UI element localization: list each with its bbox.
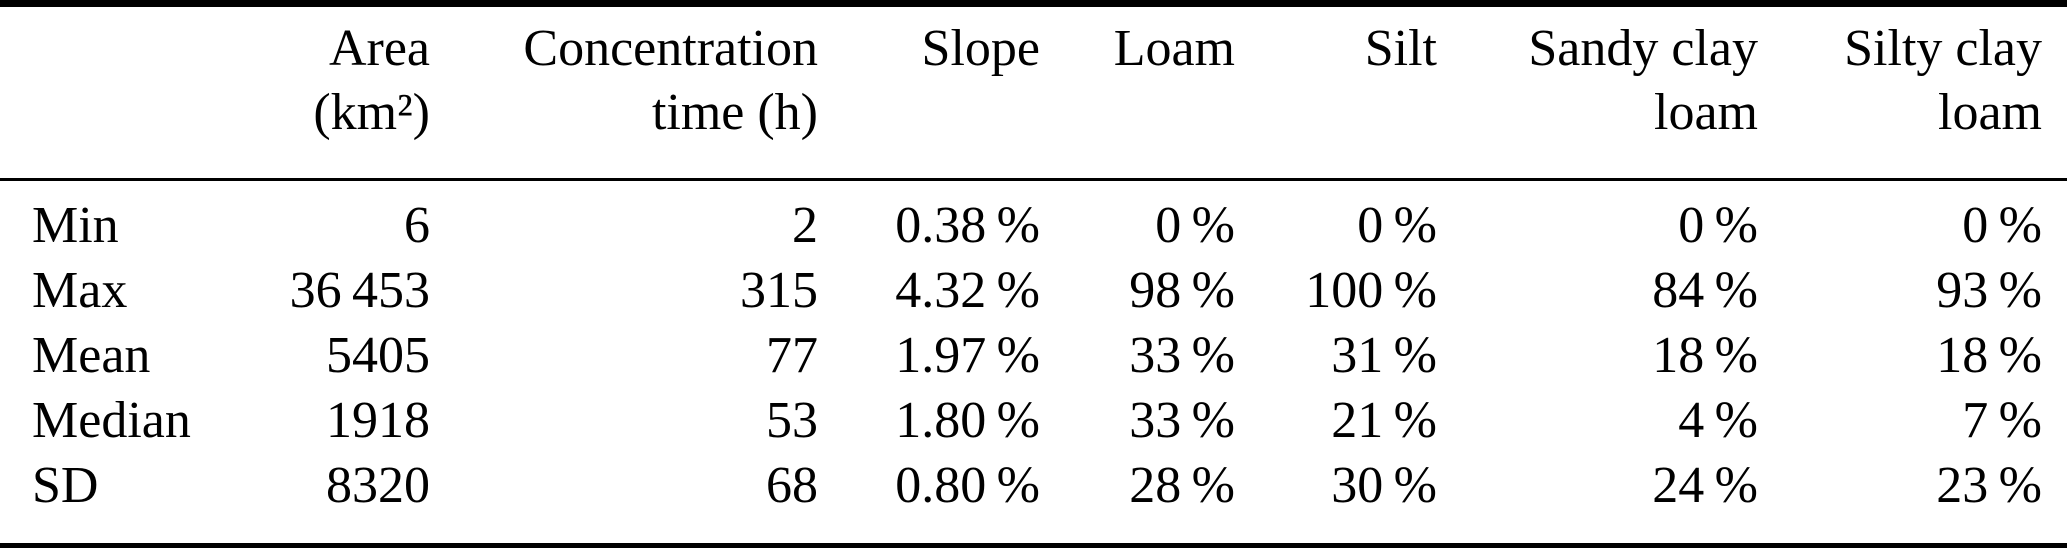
column-header-silt: Silt xyxy=(1235,4,1437,180)
column-header-line: Loam xyxy=(1113,20,1235,77)
table-cell: 98 % xyxy=(1129,262,1235,319)
table-cell: 68 xyxy=(766,457,818,514)
table-cell: 53 xyxy=(766,392,818,449)
table-cell: 0 % xyxy=(1962,197,2042,254)
column-header-slope: Slope xyxy=(818,4,1040,180)
column-header-line: Slope xyxy=(921,20,1040,77)
table-cell: 4.32 % xyxy=(895,262,1040,319)
table-cell: 0 % xyxy=(1357,197,1437,254)
table-cell: 100 % xyxy=(1305,262,1437,319)
column-header-line: Concentration xyxy=(523,20,818,77)
column-header-sandy-clay-loam: Sandy clay loam xyxy=(1437,4,1758,180)
row-label: Min xyxy=(32,197,119,254)
table-cell: 93 % xyxy=(1936,262,2042,319)
table-cell: 30 % xyxy=(1331,457,1437,514)
table-cell: 77 xyxy=(766,327,818,384)
table-cell: 33 % xyxy=(1129,392,1235,449)
table-cell: 0.38 % xyxy=(895,197,1040,254)
table-row: Mean 5405 77 1.97 % 33 % 31 % 18 % 18 % xyxy=(0,323,2067,388)
table-cell: 18 % xyxy=(1936,327,2042,384)
table-cell: 1.97 % xyxy=(895,327,1040,384)
table-cell: 1.80 % xyxy=(895,392,1040,449)
column-header-line: loam xyxy=(1938,84,2042,141)
table-row: Max 36 453 315 4.32 % 98 % 100 % 84 % 93 % xyxy=(0,258,2067,323)
table-cell: 24 % xyxy=(1652,457,1758,514)
table-cell: 0 % xyxy=(1678,197,1758,254)
column-header-line: time (h) xyxy=(651,84,818,141)
table-cell: 28 % xyxy=(1129,457,1235,514)
table-row: Median 1918 53 1.80 % 33 % 21 % 4 % 7 % xyxy=(0,388,2067,453)
column-header-line: Area xyxy=(328,20,430,77)
table-cell: 36 453 xyxy=(289,262,430,319)
column-header-area: Area (km²) xyxy=(240,4,430,180)
row-label: Mean xyxy=(32,327,151,384)
column-header-silty-clay-loam: Silty clay loam xyxy=(1758,4,2067,180)
row-label: Max xyxy=(32,262,128,319)
column-header-line: (km²) xyxy=(313,84,430,141)
table-cell: 31 % xyxy=(1331,327,1437,384)
row-label: SD xyxy=(32,457,99,514)
header-row: Area (km²) Concentration time (h) Slope … xyxy=(0,4,2067,180)
table-cell: 18 % xyxy=(1652,327,1758,384)
table-cell: 5405 xyxy=(326,327,430,384)
column-header-line: Sandy clay xyxy=(1528,20,1758,77)
table-cell: 84 % xyxy=(1652,262,1758,319)
table-cell: 0 % xyxy=(1155,197,1235,254)
column-header-loam: Loam xyxy=(1040,4,1235,180)
column-header-line: Silt xyxy=(1364,20,1437,77)
table-header: Area (km²) Concentration time (h) Slope … xyxy=(0,4,2067,180)
table-cell: 7 % xyxy=(1962,392,2042,449)
table-cell: 8320 xyxy=(326,457,430,514)
table-cell: 0.80 % xyxy=(895,457,1040,514)
table-cell: 23 % xyxy=(1936,457,2042,514)
table-cell: 21 % xyxy=(1331,392,1437,449)
column-header-line: Silty clay xyxy=(1844,20,2042,77)
table-cell: 6 xyxy=(404,197,430,254)
table-cell: 2 xyxy=(792,197,818,254)
table-cell: 315 xyxy=(740,262,818,319)
table-cell: 1918 xyxy=(326,392,430,449)
table-cell: 33 % xyxy=(1129,327,1235,384)
table-row: Min 6 2 0.38 % 0 % 0 % 0 % 0 % xyxy=(0,180,2067,259)
table-cell: 4 % xyxy=(1678,392,1758,449)
column-header-concentration-time: Concentration time (h) xyxy=(430,4,818,180)
column-header-line: loam xyxy=(1654,84,1758,141)
table-row: SD 8320 68 0.80 % 28 % 30 % 24 % 23 % xyxy=(0,453,2067,546)
row-label: Median xyxy=(32,392,191,449)
column-header-statistic xyxy=(0,4,240,180)
table-body: Min 6 2 0.38 % 0 % 0 % 0 % 0 % Max 36 453 315 4.32 … xyxy=(0,180,2067,546)
